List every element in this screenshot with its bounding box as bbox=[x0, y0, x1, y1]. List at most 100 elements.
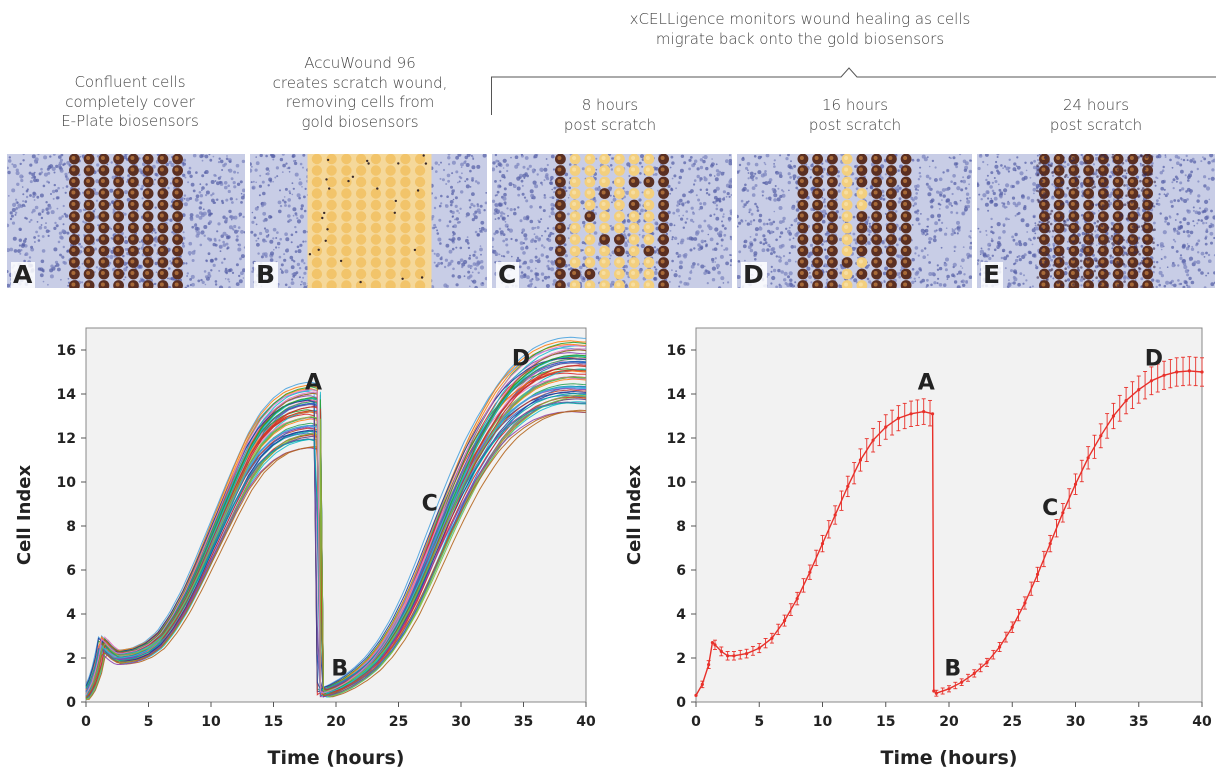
caption-line: E-Plate biosensors bbox=[40, 112, 220, 132]
point-annotation-c: C bbox=[422, 492, 438, 517]
mean-point bbox=[1137, 388, 1140, 391]
caption-line: Confluent cells bbox=[40, 73, 220, 93]
caption-line: post scratch bbox=[765, 116, 945, 136]
caption-line: creates scratch wound, bbox=[270, 74, 450, 94]
x-tick-label: 5 bbox=[754, 714, 764, 730]
panel-label: D bbox=[741, 262, 767, 288]
mean-point bbox=[931, 412, 934, 415]
x-tick-label: 10 bbox=[813, 714, 833, 730]
micrograph-image bbox=[492, 154, 732, 288]
mean-point bbox=[1074, 483, 1077, 486]
caption-line: 8 hours bbox=[520, 96, 700, 116]
y-tick-label: 12 bbox=[57, 431, 76, 447]
plot-area bbox=[696, 328, 1202, 702]
mean-point bbox=[758, 647, 761, 650]
mean-point bbox=[909, 412, 912, 415]
mean-point bbox=[808, 571, 811, 574]
point-annotation-d: D bbox=[1145, 346, 1163, 371]
x-tick-label: 40 bbox=[1192, 714, 1212, 730]
mean-point bbox=[985, 661, 988, 664]
monitor-caption: xCELLigence monitors wound healing as ce… bbox=[600, 10, 1000, 49]
panel-label: E bbox=[981, 262, 1003, 288]
x-tick-label: 25 bbox=[1003, 714, 1022, 730]
y-tick-label: 2 bbox=[676, 651, 686, 667]
y-tick-label: 10 bbox=[667, 475, 687, 491]
caption-line: post scratch bbox=[520, 116, 700, 136]
mean-point bbox=[1049, 542, 1052, 545]
point-annotation-a: A bbox=[918, 371, 935, 396]
mean-point bbox=[720, 650, 723, 653]
mean-point bbox=[1011, 626, 1014, 629]
y-tick-label: 0 bbox=[66, 695, 76, 711]
mean-point bbox=[897, 417, 900, 420]
monitor-caption-line-1: xCELLigence monitors wound healing as ce… bbox=[600, 10, 1000, 30]
mean-point bbox=[1061, 511, 1064, 514]
x-tick-label: 35 bbox=[514, 714, 533, 730]
micrograph-panel-c: C bbox=[492, 154, 732, 288]
mean-point bbox=[932, 689, 935, 692]
point-annotation-b: B bbox=[944, 657, 961, 682]
mean-point bbox=[707, 663, 710, 666]
panel-e-caption: 24 hours post scratch bbox=[1006, 96, 1186, 135]
micrograph-panel-a: A bbox=[7, 154, 245, 288]
micrograph-panel-d: D bbox=[737, 154, 972, 288]
caption-line: post scratch bbox=[1006, 116, 1186, 136]
caption-line: removing cells from bbox=[270, 93, 450, 113]
mean-point bbox=[770, 637, 773, 640]
mean-point bbox=[884, 425, 887, 428]
x-tick-label: 0 bbox=[81, 714, 91, 730]
point-annotation-d: D bbox=[512, 346, 530, 371]
mean-point bbox=[1099, 434, 1102, 437]
mean-point bbox=[821, 542, 824, 545]
mean-point bbox=[1188, 369, 1191, 372]
micrograph-panel-e: E bbox=[977, 154, 1215, 288]
x-tick-label: 0 bbox=[691, 714, 701, 730]
mean-point bbox=[732, 654, 735, 657]
x-tick-label: 15 bbox=[876, 714, 895, 730]
mean-point bbox=[834, 513, 837, 516]
y-axis-label: Cell Index bbox=[624, 464, 645, 565]
x-tick-label: 20 bbox=[326, 714, 346, 730]
monitor-caption-line-2: migrate back onto the gold biosensors bbox=[600, 30, 1000, 50]
y-tick-label: 0 bbox=[676, 695, 686, 711]
mean-point bbox=[1175, 370, 1178, 373]
mean-point bbox=[796, 597, 799, 600]
x-tick-label: 30 bbox=[1066, 714, 1086, 730]
mean-point bbox=[711, 641, 714, 644]
micrograph-image bbox=[977, 154, 1215, 288]
x-tick-label: 15 bbox=[264, 714, 283, 730]
mean-point bbox=[973, 672, 976, 675]
y-tick-label: 14 bbox=[667, 387, 687, 403]
micrograph-image bbox=[737, 154, 972, 288]
micrograph-image bbox=[7, 154, 245, 288]
micrograph-image bbox=[250, 154, 487, 288]
panel-d-caption: 16 hours post scratch bbox=[765, 96, 945, 135]
y-tick-label: 8 bbox=[676, 519, 686, 535]
panel-label: A bbox=[11, 262, 35, 288]
y-tick-label: 6 bbox=[66, 563, 76, 579]
panel-c-caption: 8 hours post scratch bbox=[520, 96, 700, 135]
mean-point bbox=[947, 687, 950, 690]
mean-point bbox=[745, 652, 748, 655]
x-tick-label: 20 bbox=[939, 714, 959, 730]
caption-line: 24 hours bbox=[1006, 96, 1186, 116]
mean-point bbox=[1112, 414, 1115, 417]
mean-point bbox=[1200, 370, 1203, 373]
y-tick-label: 2 bbox=[66, 651, 76, 667]
micrograph-panel-b: B bbox=[250, 154, 487, 288]
caption-line: AccuWound 96 bbox=[270, 54, 450, 74]
panel-b-caption: AccuWound 96 creates scratch wound, remo… bbox=[270, 54, 450, 132]
mean-point bbox=[1125, 399, 1128, 402]
mean-point bbox=[694, 694, 697, 697]
mean-point bbox=[701, 683, 704, 686]
y-tick-label: 4 bbox=[66, 607, 76, 623]
mean-point bbox=[935, 692, 938, 695]
mean-point bbox=[1162, 374, 1165, 377]
point-annotation-a: A bbox=[305, 371, 322, 396]
y-tick-label: 14 bbox=[57, 387, 77, 403]
panel-a-caption: Confluent cells completely cover E-Plate… bbox=[40, 73, 220, 132]
x-axis-label: Time (hours) bbox=[881, 747, 1018, 769]
